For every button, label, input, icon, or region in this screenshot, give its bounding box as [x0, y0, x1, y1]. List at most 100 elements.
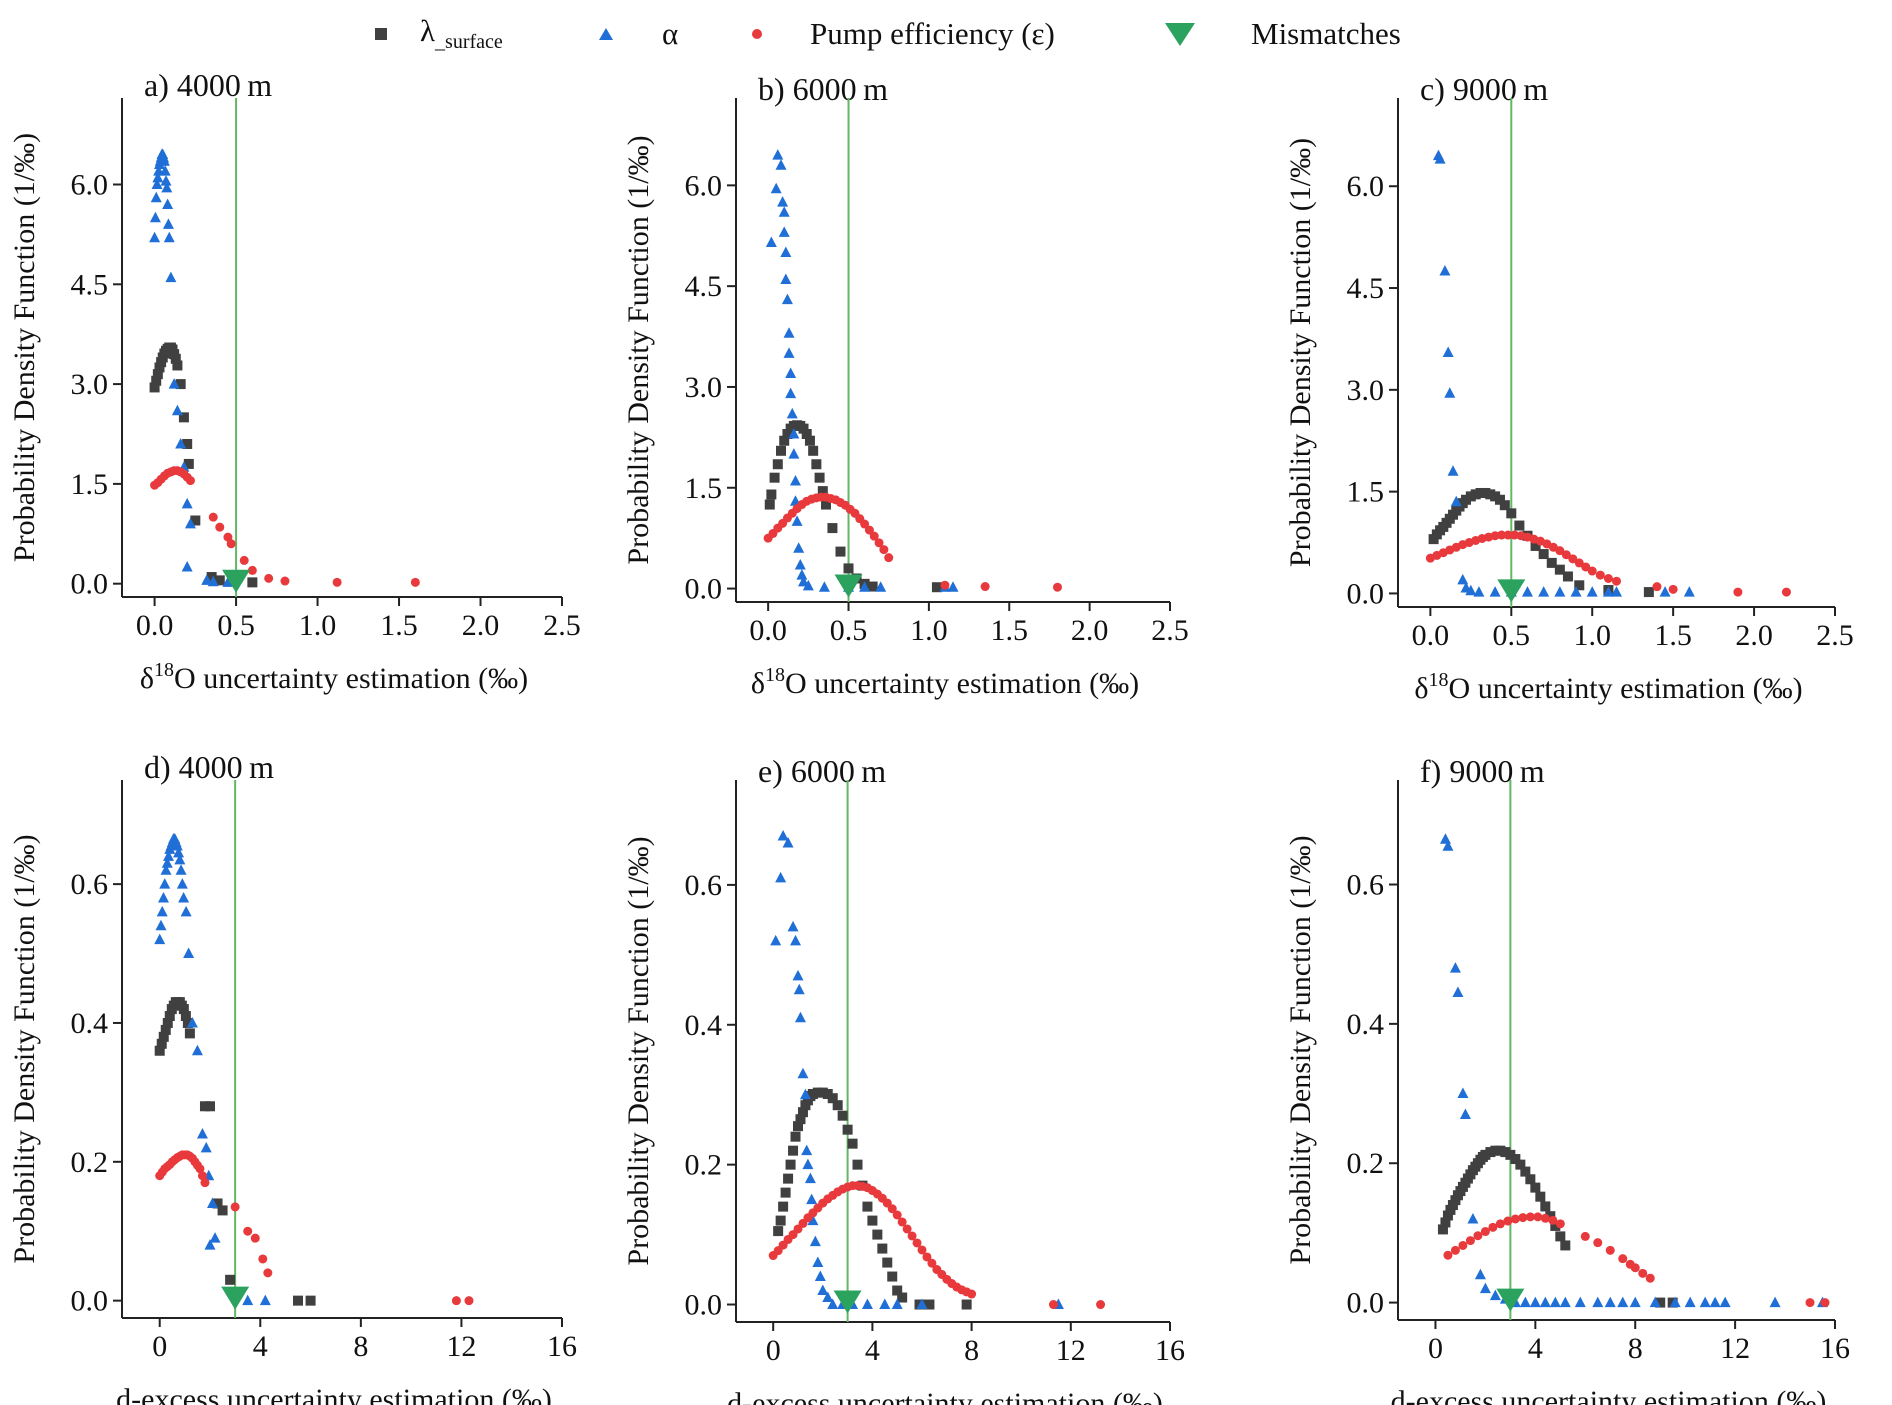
alpha-point — [161, 857, 173, 868]
alpha-point — [775, 871, 787, 883]
pump-point — [1568, 554, 1578, 564]
legend-lambda-sub: _surface — [435, 31, 503, 54]
alpha-point — [207, 575, 219, 587]
x-axis-label: d-excess uncertainty estimation (‰) — [116, 1383, 552, 1405]
x-axis-label-part: δ — [1414, 672, 1428, 705]
x-tick-label: 1.5 — [380, 609, 418, 642]
y-tick-label: 3.0 — [71, 368, 109, 401]
alpha-point — [160, 175, 172, 186]
alpha-point — [801, 1144, 813, 1156]
lambda-point — [897, 1292, 908, 1303]
y-tick-label: 0.0 — [1347, 577, 1385, 610]
pump-point — [1490, 531, 1500, 541]
pump-point — [1630, 1263, 1640, 1273]
pump-point — [1603, 573, 1613, 583]
x-tick-label: 2.5 — [1816, 619, 1854, 652]
pump-point — [1820, 1298, 1830, 1308]
pump-point — [226, 539, 236, 549]
alpha-point — [778, 206, 790, 217]
lambda-point — [152, 369, 163, 380]
alpha-point — [783, 327, 795, 338]
y-tick-label: 4.5 — [71, 268, 109, 301]
lambda-point — [225, 1274, 236, 1285]
lambda-point — [1440, 1217, 1451, 1228]
y-tick-label: 3.0 — [1347, 374, 1385, 407]
mismatch-marker — [833, 1290, 862, 1314]
pump-point — [1574, 558, 1584, 568]
alpha-point — [1649, 1296, 1661, 1308]
pump-point — [451, 1296, 461, 1306]
panel-b: 0.0 0.5 1.0 1.5 2.0 2.5 0.0 1.5 3.0 4.5 6.0 b) 6000… — [622, 71, 1189, 700]
lambda-point — [773, 1226, 784, 1237]
y-axis-label: Probability Density Function (1/‰) — [622, 836, 655, 1265]
pump-point — [1733, 587, 1743, 597]
lambda-point — [887, 1271, 898, 1282]
pump-point — [410, 577, 420, 587]
alpha-point — [916, 1298, 928, 1310]
panel-title: d) 4000 m — [144, 749, 274, 785]
x-axis-label-superscript: 18 — [765, 664, 785, 686]
pump-point — [1555, 1219, 1565, 1229]
alpha-point — [1444, 387, 1456, 398]
alpha-point — [168, 378, 180, 389]
alpha-point — [778, 226, 790, 237]
alpha-point — [1442, 840, 1454, 851]
lambda-point — [1525, 1174, 1536, 1185]
x-tick-label: 2.5 — [543, 609, 581, 642]
pump-point — [1510, 530, 1520, 540]
panel-d: 0 4 8 12 16 0.0 0.2 0.4 0.6 d) 4000 m Probability … — [8, 749, 577, 1405]
x-axis-label-superscript: 18 — [154, 659, 174, 681]
y-tick-label: 0.0 — [685, 573, 723, 606]
lambda-point — [190, 515, 201, 526]
lambda-point — [160, 1024, 171, 1035]
alpha-point — [180, 905, 192, 917]
legend-label-mismatch: Mismatches — [1251, 16, 1401, 51]
alpha-point — [159, 165, 171, 176]
x-tick-label: 2.0 — [1735, 619, 1773, 652]
y-tick-label: 0.4 — [685, 1009, 723, 1042]
pump-point — [1612, 576, 1621, 586]
pump-point — [208, 512, 218, 522]
lambda-point — [1555, 1231, 1566, 1242]
pump-point — [879, 545, 889, 555]
lambda-point — [779, 435, 790, 446]
pump-point — [1503, 530, 1513, 540]
lambda-point — [1510, 1154, 1521, 1165]
lambda-point — [793, 1121, 803, 1132]
alpha-point — [1659, 586, 1671, 597]
alpha-point — [165, 271, 177, 283]
alpha-point — [1457, 1087, 1469, 1099]
alpha-point — [184, 517, 196, 529]
lambda-point — [1643, 587, 1654, 598]
alpha-point — [1474, 1268, 1486, 1280]
alpha-point — [157, 892, 169, 903]
y-tick-label: 0.0 — [1347, 1287, 1385, 1320]
alpha-point — [817, 1284, 829, 1296]
pump-point — [263, 1268, 273, 1278]
x-tick-label: 16 — [547, 1330, 577, 1363]
lambda-point — [1538, 549, 1549, 560]
x-tick-label: 1.0 — [910, 614, 948, 647]
panel-title: c) 9000 m — [1420, 71, 1548, 107]
alpha-point — [222, 576, 234, 587]
alpha-point — [793, 983, 805, 995]
lambda-point — [154, 1045, 165, 1056]
pump-point — [332, 577, 342, 587]
x-tick-label: 4 — [253, 1330, 268, 1363]
lambda-point — [1554, 564, 1565, 575]
pump-point — [1555, 546, 1565, 556]
alpha-point — [1683, 586, 1695, 597]
alpha-point — [150, 191, 162, 203]
alpha-point — [1559, 1296, 1571, 1308]
panel-c: 0.0 0.5 1.0 1.5 2.0 2.5 0.0 1.5 3.0 4.5 6.0 c) 9000… — [1284, 71, 1854, 705]
alpha-point — [875, 581, 887, 592]
legend-down-triangle-marker-icon — [1165, 23, 1195, 46]
lambda-point — [158, 1031, 169, 1042]
pump-point — [1480, 1227, 1490, 1237]
x-tick-label: 12 — [1056, 1334, 1086, 1367]
lambda-point — [175, 379, 186, 390]
legend-triangle-shape — [599, 28, 613, 40]
x-tick-label: 8 — [964, 1334, 979, 1367]
x-tick-label: 4 — [865, 1334, 880, 1367]
alpha-point — [891, 1298, 903, 1310]
